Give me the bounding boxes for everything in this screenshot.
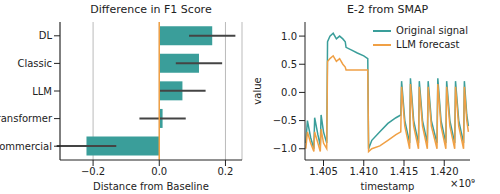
svg-text:Commercial: Commercial — [8, 141, 52, 152]
svg-text:0.2: 0.2 — [218, 166, 234, 177]
svg-text:LLM: LLM — [32, 86, 52, 97]
html-text:×10⁹: ×10⁹ — [450, 178, 476, 189]
svg-text:−1.0: −1.0 — [273, 143, 297, 154]
svg-text:Classic: Classic — [17, 58, 52, 69]
html-text:E-2 from SMAP: E-2 from SMAP — [346, 3, 429, 16]
svg-text:1.405: 1.405 — [309, 166, 338, 177]
svg-text:0.0: 0.0 — [151, 166, 167, 177]
svg-text:1.420: 1.420 — [430, 166, 459, 177]
html-text:Original signal: Original signal — [396, 25, 468, 36]
html-text:Difference in F1 Score: Difference in F1 Score — [90, 3, 212, 16]
svg-text:Distance from Baseline: Distance from Baseline — [93, 181, 209, 192]
svg-text:Transformer: Transformer — [8, 113, 53, 124]
svg-text:timestamp: timestamp — [361, 181, 415, 192]
svg-text:1.0: 1.0 — [281, 31, 297, 42]
svg-text:0.5: 0.5 — [281, 59, 297, 70]
svg-text:0.0: 0.0 — [281, 87, 297, 98]
svg-text:1.410: 1.410 — [349, 166, 378, 177]
svg-text:value: value — [252, 77, 263, 104]
svg-text:1.415: 1.415 — [390, 166, 419, 177]
svg-text:−0.5: −0.5 — [273, 115, 297, 126]
html-text:LLM forecast: LLM forecast — [396, 39, 460, 50]
svg-text:DL: DL — [39, 30, 53, 41]
svg-text:−0.2: −0.2 — [81, 166, 105, 177]
